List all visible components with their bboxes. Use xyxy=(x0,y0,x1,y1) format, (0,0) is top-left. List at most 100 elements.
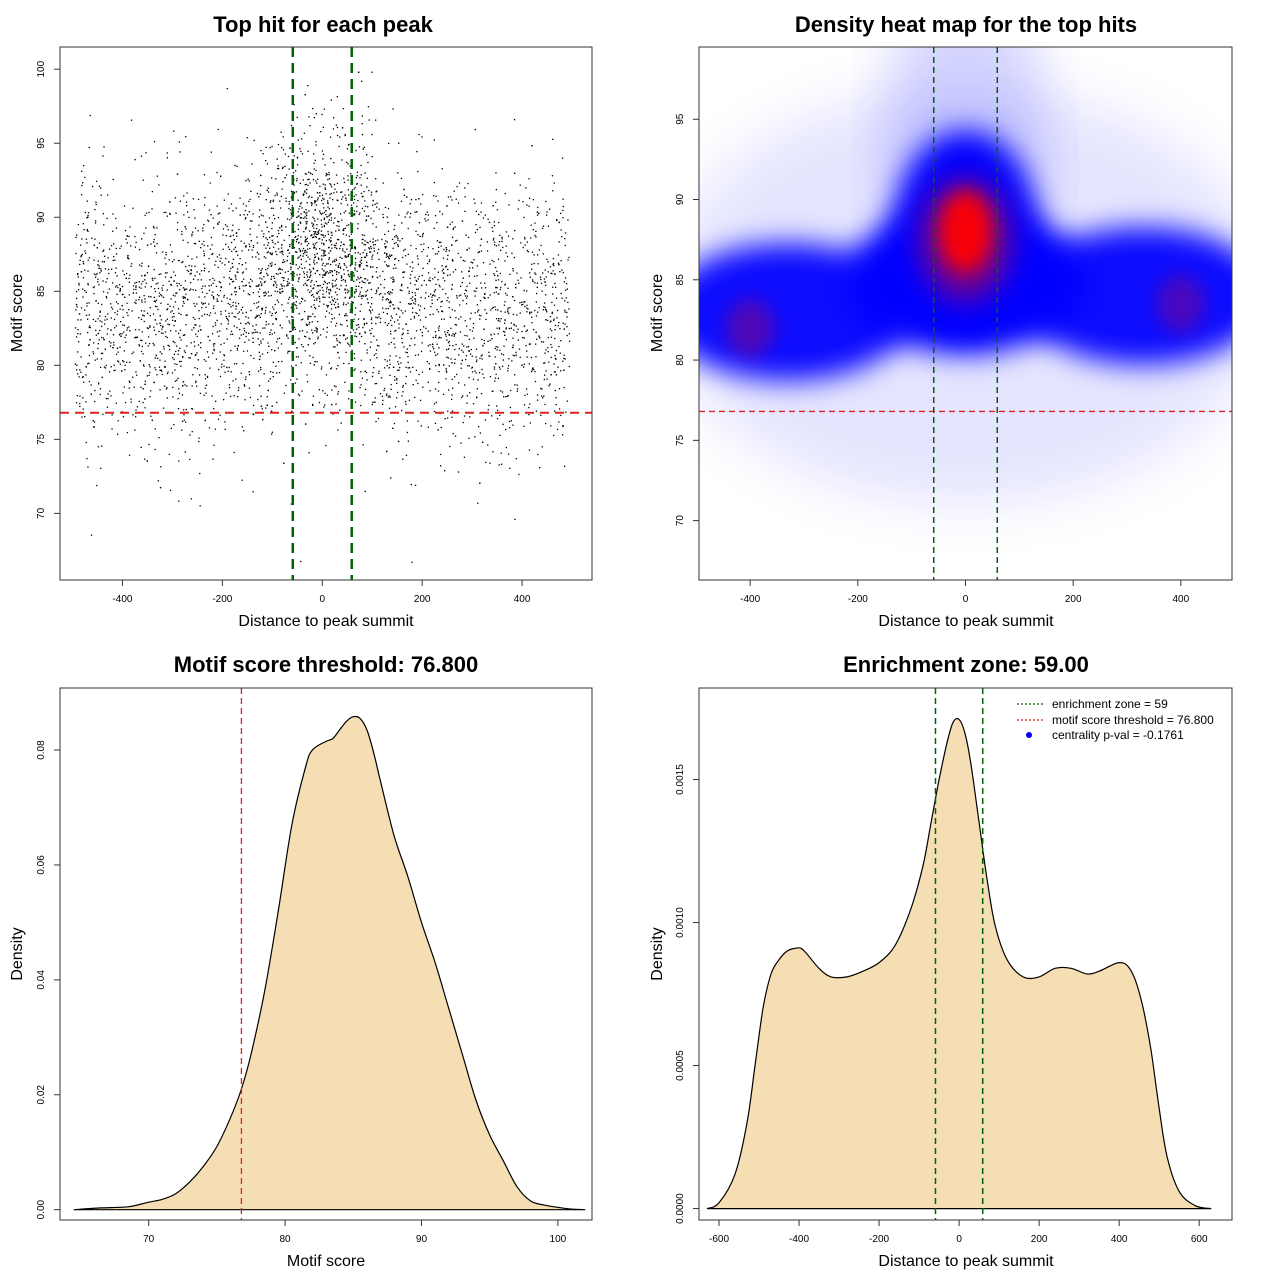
scatter-point xyxy=(374,203,376,205)
scatter-point xyxy=(184,297,186,299)
scatter-point xyxy=(135,292,137,294)
scatter-point xyxy=(87,270,89,272)
distance-x-tick-label: -600 xyxy=(709,1234,729,1245)
scatter-point xyxy=(242,333,245,335)
scatter-point xyxy=(144,301,146,303)
scatter-point xyxy=(428,259,431,261)
scatter-point xyxy=(452,387,454,389)
scatter-point xyxy=(104,367,107,369)
scatter-point xyxy=(92,185,94,188)
scatter-point xyxy=(165,388,168,390)
scatter-point xyxy=(299,330,301,332)
scatter-point xyxy=(332,274,334,277)
scatter-point xyxy=(212,282,214,284)
scatter-point xyxy=(528,414,530,416)
scatter-point xyxy=(151,277,154,280)
scatter-point xyxy=(164,331,167,333)
scatter-point xyxy=(360,287,363,289)
scatter-point xyxy=(282,253,284,256)
scatter-point xyxy=(260,269,262,271)
scatter-point xyxy=(506,255,509,258)
scatter-point xyxy=(330,217,333,219)
scatter-point xyxy=(523,289,525,292)
scatter-point xyxy=(232,304,234,307)
scatter-point xyxy=(373,335,375,337)
scatter-point xyxy=(549,208,551,210)
scatter-point xyxy=(218,335,220,337)
scatter-point xyxy=(297,356,299,358)
scatter-point xyxy=(561,236,563,238)
scatter-point xyxy=(370,266,372,268)
scatter-point xyxy=(260,340,262,342)
scatter-point xyxy=(258,284,260,287)
scatter-point xyxy=(428,279,430,281)
scatter-point xyxy=(469,282,471,284)
scatter-point xyxy=(552,190,554,192)
scatter-point xyxy=(228,384,231,386)
scatter-point xyxy=(402,271,404,274)
scatter-point xyxy=(421,235,424,238)
scatter-point xyxy=(337,220,339,223)
scatter-point xyxy=(184,288,186,290)
scatter-point xyxy=(549,316,552,318)
scatter-point xyxy=(85,441,87,444)
scatter-point xyxy=(85,238,87,240)
scatter-point xyxy=(323,280,326,282)
scatter-point xyxy=(283,285,285,287)
scatter-point xyxy=(100,336,103,339)
scatter-point xyxy=(331,244,333,246)
scatter-point xyxy=(537,453,539,456)
scatter-point xyxy=(553,264,555,267)
scatter-point xyxy=(414,211,416,213)
scatter-point xyxy=(204,302,206,304)
scatter-point xyxy=(94,276,97,278)
scatter-point xyxy=(341,279,343,282)
scatter-point xyxy=(308,315,310,318)
scatter-point xyxy=(112,259,114,262)
scatter-point xyxy=(207,356,210,358)
scatter-point xyxy=(415,279,417,282)
scatter-point xyxy=(326,326,328,329)
scatter-point xyxy=(399,357,401,359)
scatter-point xyxy=(228,315,230,317)
scatter-point xyxy=(371,322,373,324)
scatter-point xyxy=(220,286,222,289)
scatter-point xyxy=(554,337,556,340)
scatter-point xyxy=(128,387,130,389)
scatter-point xyxy=(300,243,302,245)
scatter-point xyxy=(376,344,379,347)
scatter-point xyxy=(275,318,278,321)
scatter-point xyxy=(149,366,151,368)
scatter-point xyxy=(150,243,152,245)
scatter-point xyxy=(323,217,325,219)
scatter-point xyxy=(307,344,309,346)
scatter-point xyxy=(482,262,485,264)
scatter-point xyxy=(415,248,417,250)
scatter-point xyxy=(542,272,544,274)
scatter-point xyxy=(393,228,395,231)
scatter-point xyxy=(272,371,274,374)
scatter-point xyxy=(550,320,552,322)
scatter-point xyxy=(535,301,537,303)
scatter-point xyxy=(258,295,261,298)
scatter-point xyxy=(445,247,447,249)
scatter-point xyxy=(319,185,321,188)
scatter-point xyxy=(160,466,162,468)
scatter-point xyxy=(236,347,238,349)
scatter-point xyxy=(313,287,315,289)
scatter-point xyxy=(554,354,556,357)
scatter-point xyxy=(354,264,357,266)
scatter-point xyxy=(379,321,382,323)
scatter-point xyxy=(455,343,457,346)
scatter-point xyxy=(268,295,270,297)
scatter-y-tick-label: 75 xyxy=(36,433,47,445)
scatter-point xyxy=(75,369,78,371)
scatter-point xyxy=(197,330,199,332)
scatter-point xyxy=(463,415,466,417)
scatter-point xyxy=(106,333,108,335)
scatter-point xyxy=(308,452,310,454)
scatter-point xyxy=(154,245,156,247)
scatter-point xyxy=(331,313,333,316)
scatter-point xyxy=(445,250,447,253)
scatter-point xyxy=(556,428,559,431)
